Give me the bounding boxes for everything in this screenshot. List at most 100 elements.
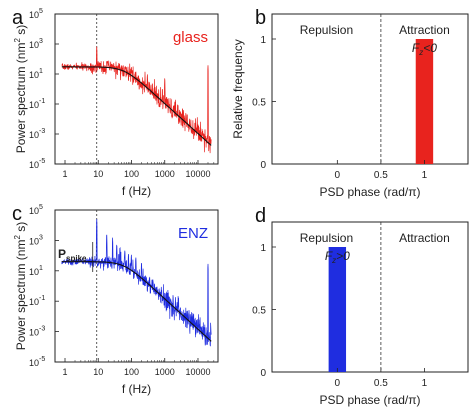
x-tick-label: 10: [93, 367, 103, 377]
plot-frame-c: [54, 209, 219, 363]
series-fit-c: [61, 261, 212, 342]
region-label-left: Repulsion: [300, 23, 353, 37]
y-axis-label: Relative frequency: [231, 39, 245, 138]
force-label: Fz<0: [412, 41, 437, 57]
x-tick-label: 0: [335, 378, 341, 389]
spike-label: Pspike: [58, 247, 87, 263]
y-axis-label-tail: s): [14, 25, 28, 38]
y-tick-label: 10: [29, 130, 39, 140]
y-tick-mantissa: 10: [29, 100, 39, 110]
bar: [328, 247, 347, 372]
plot-frame-d: [271, 221, 469, 373]
y-tick-mantissa: 10: [29, 358, 39, 368]
plot-frame-a: [54, 13, 219, 165]
y-tick-exponent: 3: [39, 234, 43, 241]
force-label-tail: >0: [336, 249, 350, 263]
force-label-sub: z: [331, 256, 336, 265]
force-label-tail: <0: [423, 41, 437, 55]
y-tick-exponent: -5: [39, 356, 45, 363]
y-tick-label: 10: [29, 328, 39, 338]
bar: [415, 39, 434, 164]
y-tick-label: 0: [260, 160, 266, 171]
y-tick-mantissa: 10: [29, 40, 39, 50]
x-tick-label: 0: [335, 170, 341, 181]
y-tick-label: 10: [29, 206, 39, 216]
panel-letter-b: b: [255, 7, 266, 29]
y-tick-label: 10: [29, 160, 39, 170]
x-tick-label: 10000: [185, 367, 210, 377]
y-tick-exponent: 1: [39, 265, 43, 272]
y-tick-label: 10: [29, 236, 39, 246]
y-tick-mantissa: 10: [29, 297, 39, 307]
y-tick-exponent: -3: [39, 128, 45, 135]
x-tick-label: 10: [93, 169, 103, 179]
region-label-right: Attraction: [399, 231, 450, 245]
y-axis-label-base: Power spectrum (nm: [14, 43, 28, 154]
y-axis-label: Power spectrum (nm2 s): [13, 25, 28, 154]
panel-letter-c: c: [12, 203, 22, 225]
force-label-sub: z: [418, 48, 423, 57]
y-tick-exponent: 3: [39, 38, 43, 45]
y-tick-exponent: 5: [39, 8, 43, 15]
x-axis-label: PSD phase (rad/π): [320, 185, 421, 199]
region-label-right: Attraction: [399, 23, 450, 37]
y-tick-mantissa: 10: [29, 236, 39, 246]
y-tick-mantissa: 10: [29, 328, 39, 338]
y-tick-mantissa: 10: [29, 160, 39, 170]
y-tick-exponent: -5: [39, 158, 45, 165]
y-tick-label: 1: [260, 243, 266, 254]
panel-letter-a: a: [12, 7, 24, 29]
x-tick-label: 100: [124, 367, 139, 377]
series-measured-a: [61, 46, 212, 154]
x-tick-label: 0.5: [374, 170, 388, 181]
x-axis-label: f (Hz): [122, 184, 151, 198]
panel-letter-d: d: [255, 205, 266, 227]
y-tick-exponent: -3: [39, 326, 45, 333]
series-measured-c: [61, 219, 212, 347]
y-tick-exponent: 5: [39, 204, 43, 211]
panel-annotation: glass: [173, 29, 208, 46]
spike-label-sub: spike: [66, 254, 87, 263]
x-axis-label: PSD phase (rad/π): [320, 393, 421, 407]
x-tick-label: 1: [422, 378, 428, 389]
force-label-main: F: [325, 249, 333, 263]
panel-annotation: ENZ: [178, 225, 208, 242]
y-axis-label-sup: 2: [13, 38, 22, 43]
x-tick-label: 1000: [155, 169, 175, 179]
y-tick-mantissa: 10: [29, 130, 39, 140]
y-axis-label: Power spectrum (nm2 s): [13, 222, 28, 351]
y-axis-label-sup: 2: [13, 235, 22, 240]
x-axis-label: f (Hz): [122, 382, 151, 396]
y-tick-label: 10: [29, 100, 39, 110]
y-tick-label: 10: [29, 40, 39, 50]
x-tick-label: 1: [62, 367, 67, 377]
y-tick-label: 10: [29, 358, 39, 368]
y-tick-exponent: 1: [39, 68, 43, 75]
y-tick-label: 0.5: [252, 98, 266, 109]
x-tick-label: 10000: [185, 169, 210, 179]
y-tick-label: 10: [29, 297, 39, 307]
y-tick-label: 0.5: [252, 306, 266, 317]
force-label-main: F: [412, 41, 420, 55]
y-tick-label: 10: [29, 70, 39, 80]
x-tick-label: 1000: [155, 367, 175, 377]
spike-label-main: P: [58, 247, 66, 261]
series-fit-a: [61, 66, 212, 146]
y-tick-label: 10: [29, 10, 39, 20]
x-tick-label: 1: [422, 170, 428, 181]
y-tick-label: 1: [260, 35, 266, 46]
y-tick-mantissa: 10: [29, 10, 39, 20]
y-tick-exponent: -1: [39, 98, 45, 105]
x-tick-label: 1: [62, 169, 67, 179]
y-axis-label-base: Power spectrum (nm: [14, 240, 28, 351]
plot-frame-b: [271, 13, 469, 165]
y-tick-mantissa: 10: [29, 70, 39, 80]
region-label-left: Repulsion: [300, 231, 353, 245]
y-tick-label: 10: [29, 267, 39, 277]
x-tick-label: 0.5: [374, 378, 388, 389]
y-tick-mantissa: 10: [29, 267, 39, 277]
y-tick-mantissa: 10: [29, 206, 39, 216]
force-label: Fz>0: [325, 249, 350, 265]
y-axis-label-tail: s): [14, 222, 28, 235]
